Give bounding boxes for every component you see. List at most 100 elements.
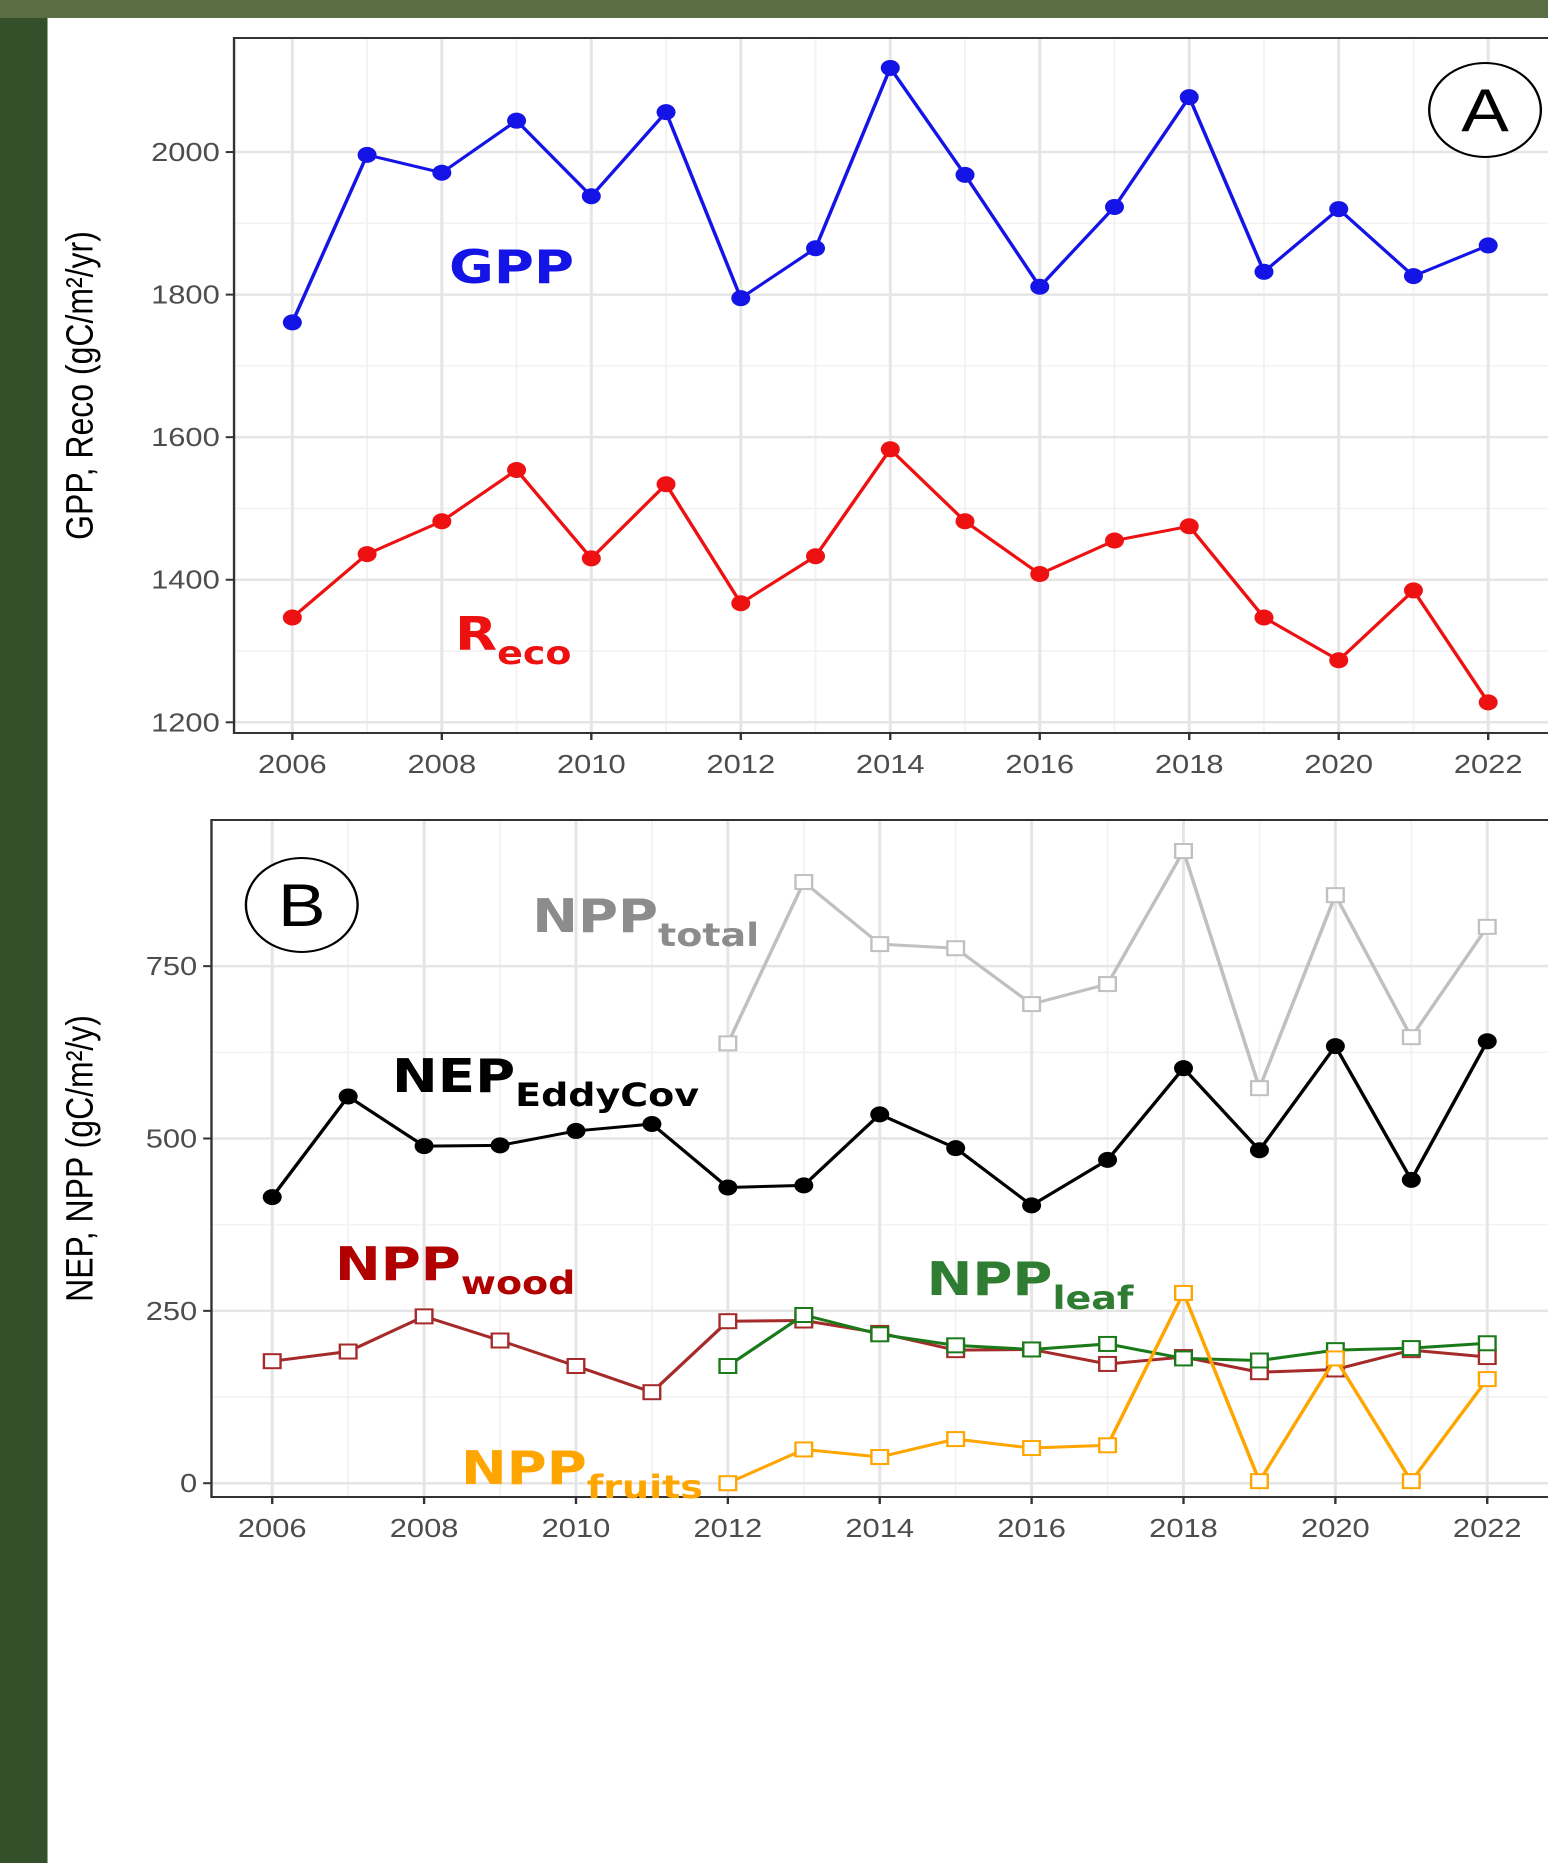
- x-tick-label: 2012: [694, 1514, 763, 1543]
- point: [1179, 518, 1199, 535]
- point: [1329, 201, 1349, 218]
- point: [357, 546, 377, 563]
- point: [1104, 198, 1125, 215]
- point: [414, 1138, 434, 1155]
- panel-label: A: [1461, 76, 1509, 143]
- point: [282, 314, 302, 331]
- y-tick-label: 1400: [151, 566, 220, 595]
- point: [870, 1326, 890, 1343]
- x-tick-label: 2010: [557, 750, 626, 779]
- annotation: NPPtotal: [532, 889, 759, 954]
- annotation-sub: EddyCov: [515, 1077, 699, 1114]
- point: [731, 595, 751, 612]
- y-tick-label: 2000: [151, 138, 220, 167]
- panel-circle: [244, 857, 359, 953]
- point: [946, 1140, 966, 1157]
- x-tick-label: 2022: [1453, 1514, 1522, 1543]
- x-tick-label: 2020: [1304, 750, 1373, 779]
- point: [731, 290, 751, 307]
- y-tick-label: 1200: [151, 709, 220, 738]
- point: [946, 1431, 966, 1448]
- x-tick-label: 2008: [407, 750, 476, 779]
- point: [718, 1179, 738, 1196]
- x-tick-label: 2018: [1149, 1514, 1218, 1543]
- annotation-main: NPP: [532, 889, 658, 943]
- y-axis-label: GPP, Reco (gC/m²/yr): [59, 231, 101, 540]
- annotation: Reco: [455, 607, 571, 672]
- point: [870, 1106, 890, 1123]
- y-tick-label: 1800: [151, 281, 220, 310]
- point: [1022, 1341, 1042, 1358]
- point: [566, 1122, 586, 1139]
- point: [1098, 1151, 1118, 1168]
- annotation: GPP: [449, 240, 574, 294]
- point: [1254, 263, 1274, 280]
- point: [1249, 1473, 1269, 1490]
- point: [1022, 1197, 1042, 1214]
- annotation-sub: eco: [497, 635, 571, 672]
- point: [262, 1189, 282, 1206]
- point: [1478, 237, 1498, 254]
- point: [1022, 996, 1042, 1013]
- x-tick-label: 2016: [1005, 750, 1074, 779]
- x-tick-label: 2018: [1155, 750, 1224, 779]
- point: [880, 59, 900, 76]
- annotation: NPPleaf: [927, 1252, 1135, 1317]
- point: [581, 550, 601, 567]
- point: [1477, 1349, 1497, 1366]
- annotation-sub: wood: [461, 1265, 576, 1302]
- point: [1173, 1284, 1193, 1301]
- point: [1249, 1142, 1269, 1159]
- point: [642, 1384, 662, 1401]
- point: [1477, 1335, 1497, 1352]
- point: [642, 1116, 662, 1133]
- point: [656, 104, 676, 121]
- point: [262, 1353, 282, 1370]
- panel-circle: [1428, 62, 1543, 158]
- plot-border: [232, 37, 1548, 734]
- point: [718, 1313, 738, 1330]
- point: [566, 1358, 586, 1375]
- point: [1173, 843, 1193, 860]
- annotation: NEPEddyCov: [392, 1049, 699, 1114]
- point: [338, 1088, 358, 1105]
- y-tick-label: 250: [146, 1297, 198, 1326]
- x-tick-label: 2010: [542, 1514, 611, 1543]
- annotation-sub: fruits: [587, 1469, 703, 1506]
- point: [1249, 1352, 1269, 1369]
- point: [507, 112, 527, 129]
- point: [794, 1306, 814, 1323]
- annotation: NPPfruits: [461, 1441, 703, 1506]
- point: [1403, 268, 1423, 285]
- point: [1254, 609, 1274, 626]
- point: [1030, 278, 1050, 295]
- y-tick-label: 500: [146, 1125, 198, 1154]
- point: [507, 461, 527, 478]
- point: [414, 1308, 434, 1325]
- annotations: GPP Reco NPPtotal NEPEddyCov NPPwood NPP…: [335, 240, 1134, 1506]
- point: [794, 1441, 814, 1458]
- point: [1098, 1437, 1118, 1454]
- x-tick-label: 2008: [390, 1514, 459, 1543]
- point: [1325, 1038, 1345, 1055]
- point: [718, 1358, 738, 1375]
- point: [1098, 1335, 1118, 1352]
- point: [581, 188, 601, 205]
- point: [1179, 89, 1199, 106]
- point: [1325, 887, 1345, 904]
- point: [806, 240, 826, 257]
- photo-strip: [0, 0, 1548, 18]
- annotation-main: R: [455, 607, 497, 661]
- y-tick-label: 750: [146, 952, 198, 981]
- point: [338, 1343, 358, 1360]
- point: [1022, 1440, 1042, 1457]
- point: [946, 1337, 966, 1354]
- point: [656, 476, 676, 493]
- annotation-main: NPP: [461, 1441, 587, 1495]
- point: [1477, 918, 1497, 935]
- x-tick-label: 2014: [856, 750, 925, 779]
- x-tick-label: 2020: [1301, 1514, 1370, 1543]
- point: [1329, 652, 1349, 669]
- annotation: NPPwood: [335, 1237, 575, 1302]
